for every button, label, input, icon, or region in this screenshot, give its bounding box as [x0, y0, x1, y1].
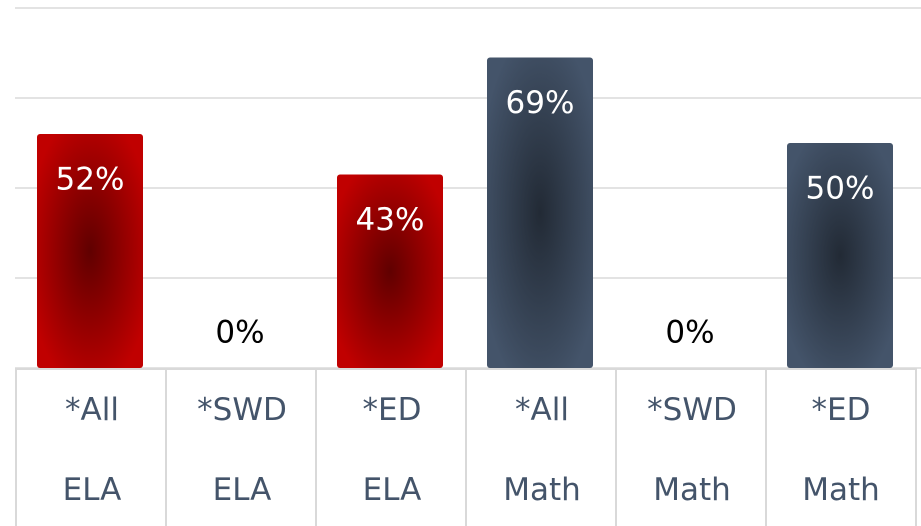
x-tick-label: *All Math	[465, 368, 617, 526]
value-label: 69%	[506, 85, 575, 121]
x-tick-label: *All ELA	[15, 368, 167, 526]
value-label: 0%	[215, 315, 264, 351]
bar	[337, 174, 443, 368]
x-tick-label: *ED ELA	[315, 368, 467, 526]
bar	[37, 134, 143, 368]
value-label: 43%	[356, 202, 425, 238]
value-label: 52%	[56, 162, 125, 198]
x-tick-label: *SWD ELA	[165, 368, 317, 526]
x-tick-label: *SWD Math	[615, 368, 767, 526]
value-label: 50%	[806, 171, 875, 207]
bar	[787, 143, 893, 368]
x-tick-label: *ED Math	[765, 368, 917, 526]
value-label: 0%	[665, 315, 714, 351]
bar	[487, 57, 593, 368]
